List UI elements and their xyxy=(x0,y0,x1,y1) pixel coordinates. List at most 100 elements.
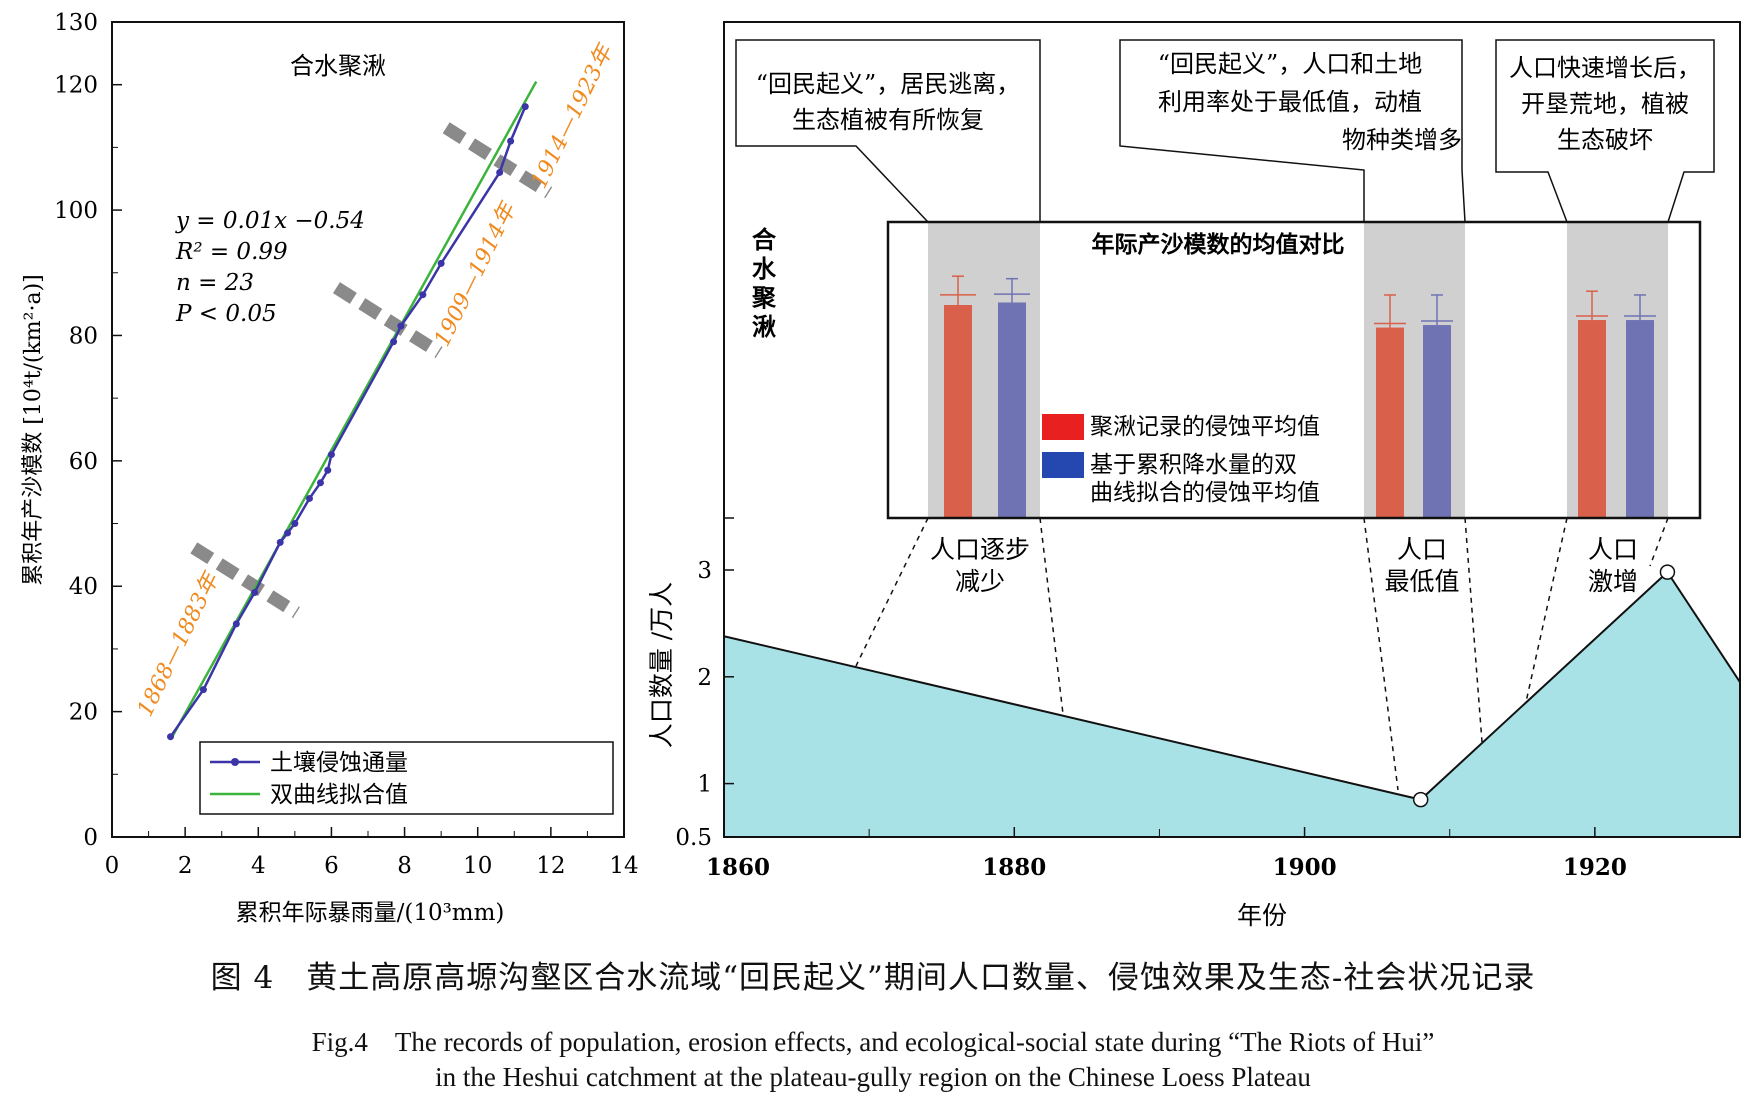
bar xyxy=(998,302,1026,518)
legend-red-label: 聚湫记录的侵蚀平均值 xyxy=(1090,414,1320,440)
connector xyxy=(1525,517,1568,703)
erosion-point xyxy=(419,291,427,299)
population-chart: 0.5 1 2 3 1860 1880 1900 1920 年际产沙模数的均值对比 聚湫记录… xyxy=(647,21,1741,930)
erosion-mean-bars xyxy=(940,275,1656,518)
x-tick-label: 0 xyxy=(105,853,120,879)
n-line: n = 23 xyxy=(176,270,254,296)
left-x-axis-label: 累积年际暴雨量/(10³mm) xyxy=(236,900,505,926)
erosion-point xyxy=(291,520,299,528)
period-surge-line2: 激增 xyxy=(1588,567,1638,596)
y-tick-label: 0 xyxy=(83,825,98,851)
population-area xyxy=(723,570,1741,838)
x-tick-label: 1920 xyxy=(1563,854,1627,881)
erosion-point xyxy=(305,494,313,502)
bar xyxy=(1626,320,1654,518)
period-decrease-line1: 人口逐步 xyxy=(930,535,1030,564)
period-labels: 1868—1883年 1909—1914年 1914—1923年 xyxy=(133,40,619,721)
y-tick-label: 1 xyxy=(697,772,712,798)
y-tick-label: 120 xyxy=(54,73,98,99)
gray-bands xyxy=(928,222,1668,518)
erosion-point xyxy=(276,538,284,546)
callout-2-outline xyxy=(1119,39,1466,223)
erosion-line xyxy=(169,106,527,738)
legend-fit-label: 双曲线拟合值 xyxy=(270,782,408,808)
fit-line xyxy=(169,80,538,741)
side-label: 合 水 聚 湫 xyxy=(751,225,777,341)
y-tick-label: 60 xyxy=(69,449,98,475)
period-lowest-line1: 人口 xyxy=(1397,535,1447,564)
callout-3-line3: 生态破坏 xyxy=(1557,126,1653,154)
p-line: P < 0.05 xyxy=(175,301,277,327)
period-surge-line1: 人口 xyxy=(1588,535,1638,564)
callout-3-outline xyxy=(1495,39,1715,223)
population-markers xyxy=(1412,564,1676,808)
connector-lines xyxy=(855,517,1669,791)
y-tick-label: 130 xyxy=(54,10,98,36)
left-y-axis: 0 20 40 60 80 100 120 130 xyxy=(54,10,122,851)
side-label-char: 聚 xyxy=(751,283,777,312)
caption-english-line1: Fig.4 The records of population, erosion… xyxy=(311,1027,1435,1057)
x-tick-label: 8 xyxy=(397,853,412,879)
erosion-point xyxy=(251,589,259,596)
y-tick-label: 0.5 xyxy=(675,825,712,851)
y-tick-label: 100 xyxy=(54,198,98,224)
x-tick-label: 6 xyxy=(324,853,339,879)
y-tick-label: 20 xyxy=(69,700,98,726)
erosion-point xyxy=(521,103,529,111)
bar xyxy=(1578,320,1606,518)
population-marker xyxy=(1659,564,1676,580)
x-tick-label: 12 xyxy=(536,853,565,879)
left-legend: 土壤侵蚀通量 双曲线拟合值 xyxy=(199,741,614,815)
right-y-axis-label: 人口数量 /万人 xyxy=(647,582,676,748)
equation-line: y = 0.01x −0.54 xyxy=(175,208,365,234)
period-dash xyxy=(190,542,300,619)
x-tick-label: 10 xyxy=(463,853,492,879)
period-label-1909: 1909—1914年 xyxy=(430,198,522,351)
x-tick-label: 14 xyxy=(609,853,638,879)
population-period-labels: 人口逐步 减少 人口 最低值 人口 激增 xyxy=(930,535,1638,596)
legend-erosion-marker xyxy=(231,758,239,766)
erosion-point xyxy=(232,620,240,628)
callout-2: “回民起义”，人口和土地 利用率处于最低值，动植 物种类增多 xyxy=(1119,39,1466,223)
erosion-point xyxy=(199,686,207,694)
legend-red-swatch xyxy=(1042,414,1084,440)
erosion-point xyxy=(167,733,175,741)
connector xyxy=(855,517,929,667)
r-squared-line: R² = 0.99 xyxy=(175,239,288,265)
bar xyxy=(1376,327,1404,518)
left-x-axis: 0 2 4 6 8 10 12 14 xyxy=(105,827,639,879)
callout-1-line1: “回民起义”，居民逃离， xyxy=(756,70,1021,98)
x-tick-label: 1900 xyxy=(1273,854,1337,881)
callout-1-outline xyxy=(735,39,1041,223)
callout-3-line2: 开垦荒地，植被 xyxy=(1521,90,1689,118)
callout-2-line3: 物种类增多 xyxy=(1342,126,1462,154)
legend-erosion-label: 土壤侵蚀通量 xyxy=(270,750,408,776)
bar-chart-title: 年际产沙模数的均值对比 xyxy=(1092,231,1345,258)
connector xyxy=(1464,517,1483,743)
left-y-axis-label: 累积年产沙模数 [10⁴t/(km²·a)] xyxy=(21,274,46,586)
x-tick-label: 1880 xyxy=(982,854,1046,881)
cumulative-chart: 0 20 40 60 80 100 120 130 0 2 4 6 8 10 12 14 合水聚湫 y = … xyxy=(21,10,639,926)
x-tick-label: 4 xyxy=(251,853,266,879)
callout-2-line1: “回民起义”，人口和土地 xyxy=(1158,50,1423,78)
side-label-char: 合 xyxy=(752,225,777,254)
period-label-1868: 1868—1883年 xyxy=(133,568,225,721)
callout-1: “回民起义”，居民逃离， 生态植被有所恢复 xyxy=(735,39,1041,223)
left-legend-box xyxy=(199,741,614,815)
connector xyxy=(1649,517,1669,567)
erosion-point xyxy=(284,529,292,537)
erosion-point xyxy=(327,451,335,459)
right-y-axis: 0.5 1 2 3 xyxy=(675,517,734,851)
erosion-point xyxy=(390,338,398,346)
erosion-point xyxy=(397,322,405,330)
period-decrease-line2: 减少 xyxy=(955,567,1005,596)
period-dash xyxy=(332,282,443,358)
period-lowest-line2: 最低值 xyxy=(1384,567,1459,596)
x-tick-label: 1860 xyxy=(706,854,770,881)
y-tick-label: 40 xyxy=(69,574,98,600)
legend-blue-swatch xyxy=(1042,452,1084,478)
callout-3-line1: 人口快速增长后， xyxy=(1509,54,1701,82)
x-tick-label: 2 xyxy=(178,853,193,879)
y-tick-label: 80 xyxy=(69,323,98,349)
